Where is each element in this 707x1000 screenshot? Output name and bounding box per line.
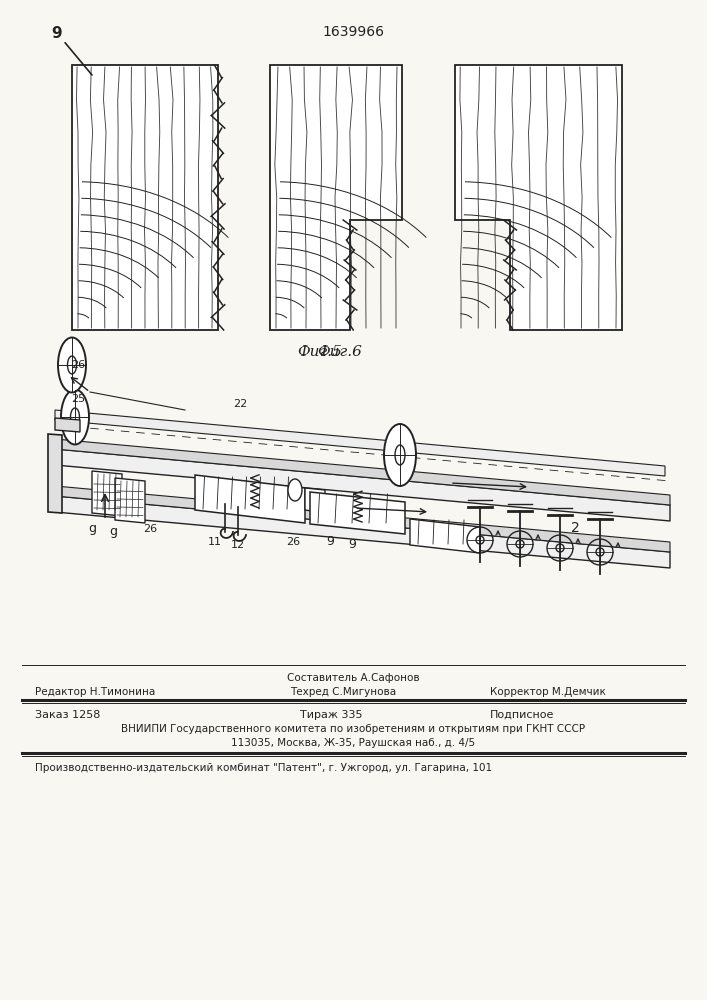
Ellipse shape: [58, 338, 86, 392]
Text: 1639966: 1639966: [322, 25, 384, 39]
Polygon shape: [55, 418, 80, 432]
Text: Производственно-издательский комбинат "Патент", г. Ужгород, ул. Гагарина, 101: Производственно-издательский комбинат "П…: [35, 763, 492, 773]
Text: ВНИИПИ Государственного комитета по изобретениям и открытиям при ГКНТ СССР: ВНИИПИ Государственного комитета по изоб…: [121, 724, 585, 734]
Text: 26: 26: [143, 524, 157, 534]
Text: Тираж 335: Тираж 335: [300, 710, 363, 720]
Text: Фиг.6: Фиг.6: [317, 345, 363, 359]
Text: 9: 9: [52, 25, 92, 75]
Text: Редактор Н.Тимонина: Редактор Н.Тимонина: [35, 687, 156, 697]
Text: Подписное: Подписное: [490, 710, 554, 720]
Polygon shape: [55, 410, 665, 476]
Polygon shape: [270, 65, 402, 330]
Text: Фиг.5: Фиг.5: [298, 345, 342, 359]
Text: 25: 25: [71, 394, 85, 404]
Text: Заказ 1258: Заказ 1258: [35, 710, 100, 720]
Text: 113035, Москва, Ж-35, Раушская наб., д. 4/5: 113035, Москва, Ж-35, Раушская наб., д. …: [231, 738, 475, 748]
Polygon shape: [55, 449, 670, 521]
Ellipse shape: [61, 389, 89, 444]
Polygon shape: [72, 65, 218, 330]
Text: 2: 2: [571, 521, 579, 535]
Text: 22: 22: [233, 399, 247, 409]
Text: 26: 26: [71, 360, 85, 370]
Text: 9: 9: [348, 538, 356, 551]
Polygon shape: [55, 439, 670, 505]
Polygon shape: [455, 65, 622, 330]
Text: Составитель А.Сафонов: Составитель А.Сафонов: [286, 673, 419, 683]
Ellipse shape: [288, 479, 302, 501]
Ellipse shape: [71, 408, 79, 426]
Text: 11: 11: [208, 537, 222, 547]
Text: Корректор М.Демчик: Корректор М.Демчик: [490, 687, 606, 697]
Ellipse shape: [67, 356, 76, 374]
Polygon shape: [48, 434, 62, 513]
Ellipse shape: [395, 445, 405, 465]
Polygon shape: [305, 488, 325, 513]
Polygon shape: [310, 492, 405, 534]
Text: g: g: [109, 525, 117, 538]
Ellipse shape: [384, 424, 416, 486]
Polygon shape: [115, 478, 145, 523]
Text: 9: 9: [326, 535, 334, 548]
Text: 12: 12: [231, 540, 245, 550]
Text: g: g: [88, 522, 96, 535]
Polygon shape: [55, 496, 670, 568]
Polygon shape: [410, 519, 480, 553]
Polygon shape: [55, 486, 670, 552]
Polygon shape: [195, 475, 305, 523]
Text: Техред С.Мигунова: Техред С.Мигунова: [290, 687, 396, 697]
Polygon shape: [92, 471, 122, 516]
Text: 26: 26: [286, 537, 300, 547]
